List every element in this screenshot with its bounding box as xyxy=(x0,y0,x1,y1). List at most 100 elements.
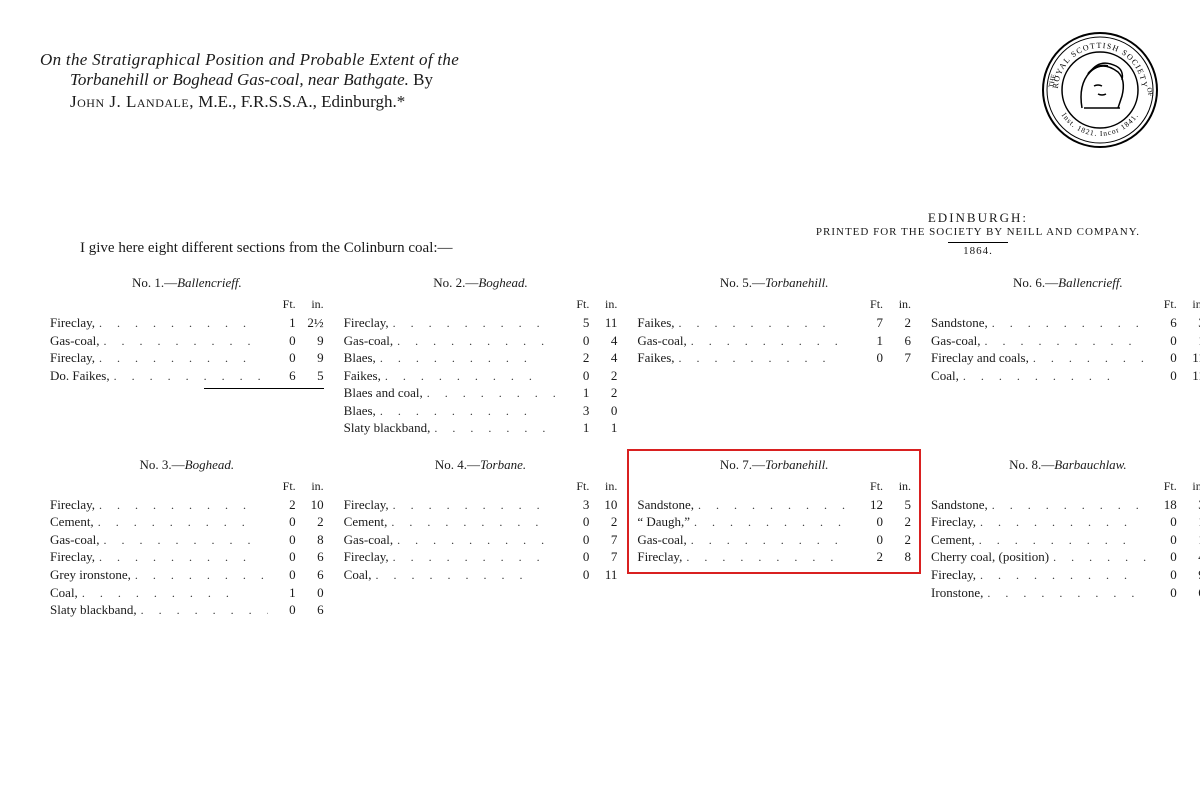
leader-dots: . . . . . . . . . xyxy=(675,315,856,331)
leader-dots: . . . . . . . . . xyxy=(975,532,1149,548)
strata-row: Coal,. . . . . . . . .011 xyxy=(344,566,618,584)
strata-in: 0 xyxy=(296,584,324,602)
strata-name: Cement, xyxy=(931,531,975,549)
strata-in: 9 xyxy=(1177,566,1200,584)
sections-grid: No. 1.—Ballencrieff.Ft.in.Fireclay,. . .… xyxy=(40,275,1160,619)
strata-in: 3 xyxy=(1177,496,1200,514)
strata-in: 8 xyxy=(296,531,324,549)
strata-row: Cement,. . . . . . . . .02 xyxy=(50,513,324,531)
strata-in: 2 xyxy=(296,513,324,531)
leader-dots: . . . . . . . . . xyxy=(959,368,1149,384)
strata-ft: 0 xyxy=(1149,367,1177,385)
strata-ft: 0 xyxy=(1149,584,1177,602)
imprint-printer: PRINTED FOR THE SOCIETY BY NEILL AND COM… xyxy=(816,226,1140,238)
strata-ft: 0 xyxy=(561,332,589,350)
strata-in: 0 xyxy=(589,402,617,420)
strata-row: Fireclay,. . . . . . . . .210 xyxy=(50,496,324,514)
strata-name: Fireclay, xyxy=(344,496,389,514)
strata-name: Cherry coal, (position) xyxy=(931,548,1049,566)
imprint-city: EDINBURGH: xyxy=(816,210,1140,226)
strata-ft: 5 xyxy=(561,314,589,332)
imprint-block: EDINBURGH: PRINTED FOR THE SOCIETY BY NE… xyxy=(816,210,1140,257)
strata-in: 5 xyxy=(883,496,911,514)
author-line: John J. Landale, M.E., F.R.S.S.A., Edinb… xyxy=(40,92,459,112)
author-name: John J. Landale, xyxy=(70,92,194,111)
leader-dots: . . . . . . . . . xyxy=(131,567,268,583)
strata-row: Blaes,. . . . . . . . .30 xyxy=(344,402,618,420)
section-number: No. 7. xyxy=(720,457,752,472)
strata-name: Gas-coal, xyxy=(637,332,686,350)
column-headers: Ft.in. xyxy=(637,479,911,494)
strata-name: Faikes, xyxy=(637,314,674,332)
strata-ft: 0 xyxy=(268,332,296,350)
strata-ft: 0 xyxy=(1149,349,1177,367)
leader-dots: . . . . . . . . . xyxy=(976,567,1149,583)
strata-name: Ironstone, xyxy=(931,584,983,602)
strata-in: 2 xyxy=(589,384,617,402)
leader-dots: . . . . . . . . . xyxy=(687,532,855,548)
strata-ft: 2 xyxy=(561,349,589,367)
leader-dots: . . . . . . . . . xyxy=(430,420,561,436)
strata-ft: 0 xyxy=(561,367,589,385)
strata-ft: 0 xyxy=(1149,548,1177,566)
strata-ft: 0 xyxy=(268,349,296,367)
section-inner: No. 6.—Ballencrieff.Ft.in.Sandstone,. . … xyxy=(931,275,1200,384)
section: No. 5.—Torbanehill.Ft.in.Faikes,. . . . … xyxy=(637,275,911,437)
title-italic: Torbanehill or Boghead Gas-coal, near Ba… xyxy=(70,70,409,89)
strata-name: Fireclay, xyxy=(50,496,95,514)
strata-in: 6 xyxy=(296,566,324,584)
leader-dots: . . . . . . . . . xyxy=(137,602,268,618)
strata-row: Blaes,. . . . . . . . .24 xyxy=(344,349,618,367)
section-rule xyxy=(204,388,324,389)
leader-dots: . . . . . . . . . xyxy=(376,403,562,419)
section-number: No. 1. xyxy=(132,275,164,290)
strata-name: Do. Faikes, xyxy=(50,367,110,385)
leader-dots: . . . . . . . . . xyxy=(381,368,561,384)
leader-dots: . . . . . . . . . xyxy=(387,514,561,530)
strata-in: 11 xyxy=(1177,349,1200,367)
strata-ft: 0 xyxy=(1149,332,1177,350)
strata-row: Fireclay,. . . . . . . . .28 xyxy=(637,548,911,566)
strata-name: Faikes, xyxy=(637,349,674,367)
section-number: No. 2. xyxy=(433,275,465,290)
leader-dots: . . . . . . . . . xyxy=(423,385,562,401)
strata-ft: 0 xyxy=(268,513,296,531)
col-ft: Ft. xyxy=(561,297,589,312)
strata-name: Blaes and coal, xyxy=(344,384,423,402)
strata-row: Gas-coal,. . . . . . . . .02 xyxy=(637,531,911,549)
strata-ft: 1 xyxy=(561,419,589,437)
strata-name: Sandstone, xyxy=(931,314,988,332)
strata-in: 11 xyxy=(1177,367,1200,385)
leader-dots: . . . . . . . . . xyxy=(1029,350,1149,366)
strata-row: Sandstone,. . . . . . . . .63 xyxy=(931,314,1200,332)
strata-row: Slaty blackband,. . . . . . . . .06 xyxy=(50,601,324,619)
strata-name: Fireclay, xyxy=(637,548,682,566)
strata-ft: 18 xyxy=(1149,496,1177,514)
strata-name: Fireclay and coals, xyxy=(931,349,1029,367)
leader-dots: . . . . . . . . . xyxy=(694,497,855,513)
strata-ft: 0 xyxy=(268,601,296,619)
strata-in: 6 xyxy=(296,601,324,619)
section-location: Ballencrieff. xyxy=(1058,275,1123,290)
strata-in: 2 xyxy=(883,531,911,549)
strata-name: “ Daugh,” xyxy=(637,513,690,531)
section-inner: No. 1.—Ballencrieff.Ft.in.Fireclay,. . .… xyxy=(50,275,324,389)
strata-name: Gas-coal, xyxy=(344,332,393,350)
strata-row: Grey ironstone,. . . . . . . . .06 xyxy=(50,566,324,584)
leader-dots: . . . . . . . . . xyxy=(988,315,1149,331)
strata-row: Cement,. . . . . . . . .02 xyxy=(344,513,618,531)
section-number: No. 5. xyxy=(720,275,752,290)
strata-in: 1 xyxy=(1177,332,1200,350)
leader-dots: . . . . . . . . . xyxy=(99,532,267,548)
strata-in: 2 xyxy=(883,314,911,332)
strata-in: 11 xyxy=(589,566,617,584)
leader-dots: . . . . . . . . . xyxy=(687,333,855,349)
strata-ft: 7 xyxy=(855,314,883,332)
strata-name: Sandstone, xyxy=(931,496,988,514)
title-line-2: Torbanehill or Boghead Gas-coal, near Ba… xyxy=(40,70,459,90)
section-title: No. 2.—Boghead. xyxy=(344,275,618,291)
strata-name: Blaes, xyxy=(344,402,376,420)
svg-text:OF: OF xyxy=(1145,87,1155,98)
strata-name: Blaes, xyxy=(344,349,376,367)
strata-name: Coal, xyxy=(344,566,372,584)
